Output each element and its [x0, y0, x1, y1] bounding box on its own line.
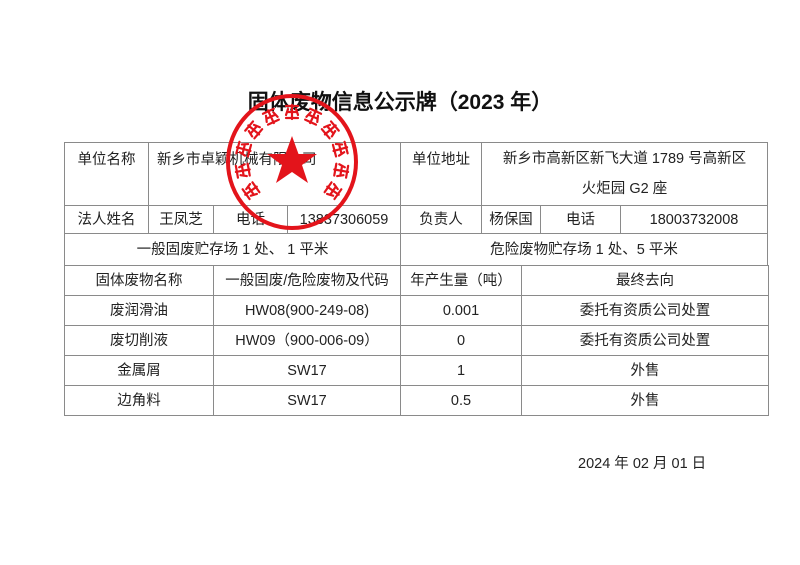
address-line-1: 新乡市高新区新飞大道 1789 号高新区: [502, 151, 747, 167]
unit-name-label: 单位名称: [64, 142, 149, 206]
general-storage: 一般固废贮存场 1 处、 1 平米: [64, 233, 401, 266]
waste-code: SW17: [213, 355, 401, 386]
waste-name: 边角料: [64, 385, 214, 416]
header-waste-code: 一般固废/危险废物及代码: [213, 265, 401, 296]
annual-amount: 1: [400, 355, 522, 386]
manager-phone: 18003732008: [620, 205, 768, 234]
annual-amount: 0.001: [400, 295, 522, 326]
final-destination: 外售: [521, 385, 769, 416]
header-final-destination: 最终去向: [521, 265, 769, 296]
header-annual-amount: 年产生量（吨）: [400, 265, 522, 296]
unit-address-label: 单位地址: [400, 142, 482, 206]
manager-phone-label: 电话: [540, 205, 621, 234]
waste-name: 金属屑: [64, 355, 214, 386]
final-destination: 委托有资质公司处置: [521, 295, 769, 326]
final-destination: 外售: [521, 355, 769, 386]
hazardous-storage: 危险废物贮存场 1 处、5 平米: [400, 233, 768, 266]
page-title: 固体废物信息公示牌（2023 年）: [247, 91, 553, 114]
legal-phone-label: 电话: [213, 205, 288, 234]
seal-glyph: [244, 120, 264, 140]
manager-label: 负责人: [400, 205, 482, 234]
waste-name: 废切削液: [64, 325, 214, 356]
waste-code: SW17: [213, 385, 401, 416]
annual-amount: 0.5: [400, 385, 522, 416]
waste-name: 废润滑油: [64, 295, 214, 326]
document-date: 2024 年 02 月 01 日: [578, 456, 707, 472]
annual-amount: 0: [400, 325, 522, 356]
legal-phone: 13837306059: [287, 205, 401, 234]
seal-glyph: [320, 120, 340, 140]
unit-name: 新乡市卓颖机械有限公司: [148, 142, 401, 206]
header-waste-name: 固体废物名称: [64, 265, 214, 296]
address-line-2: 火炬园 G2 座: [581, 181, 668, 197]
waste-code: HW09（900-006-09）: [213, 325, 401, 356]
legal-name: 王凤芝: [148, 205, 214, 234]
final-destination: 委托有资质公司处置: [521, 325, 769, 356]
unit-address: 新乡市高新区新飞大道 1789 号高新区 火炬园 G2 座: [481, 142, 768, 206]
legal-label: 法人姓名: [64, 205, 149, 234]
manager-name: 杨保国: [481, 205, 541, 234]
waste-code: HW08(900-249-08): [213, 295, 401, 326]
